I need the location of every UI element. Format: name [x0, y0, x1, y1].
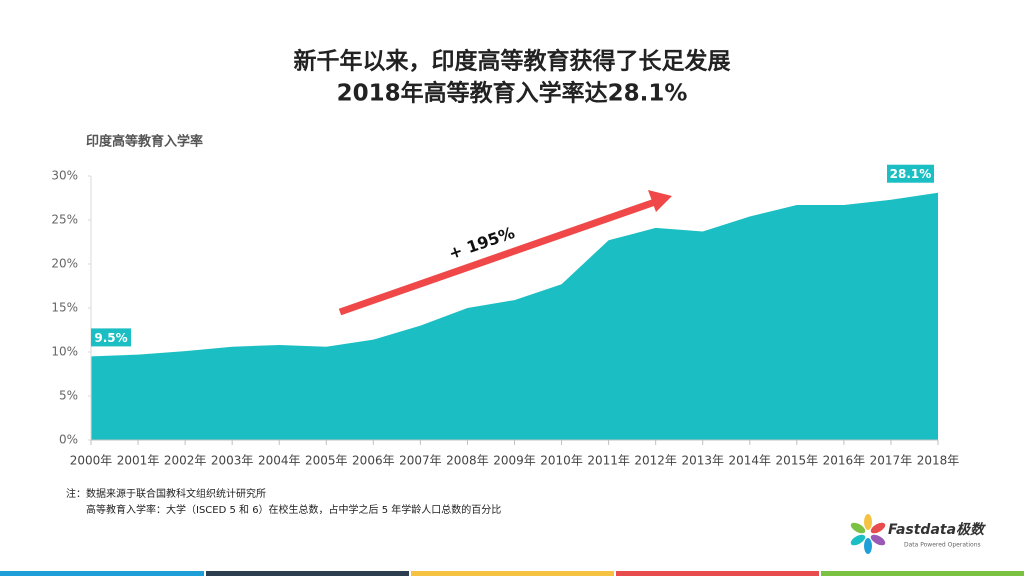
area — [91, 192, 938, 440]
y-axis-label: 印度高等教育入学率 — [86, 134, 203, 150]
x-tick-label: 2008年 — [446, 454, 489, 468]
value-label-bg — [91, 328, 131, 347]
x-tick-label: 2017年 — [870, 454, 913, 468]
x-tick-label: 2016年 — [823, 454, 866, 468]
note: 注：数据来源于联合国教科文组织统计研究所 — [66, 487, 266, 500]
footer-stripe — [206, 571, 409, 576]
y-tick-label: 20% — [51, 257, 78, 271]
y-tick-label: 0% — [59, 433, 78, 447]
arrow-head — [648, 190, 672, 212]
x-tick-label: 2006年 — [352, 454, 395, 468]
value-label: 28.1% — [890, 167, 932, 181]
x-tick-label: 2000年 — [70, 454, 113, 468]
chart-subtitle: 2018年高等教育入学率达28.1% — [337, 80, 688, 107]
x-tick-label: 2014年 — [729, 454, 772, 468]
x-tick-label: 2007年 — [399, 454, 442, 468]
x-tick-label: 2002年 — [164, 454, 207, 468]
x-tick-label: 2010年 — [540, 454, 583, 468]
trend-arrow — [338, 190, 672, 316]
chart-title: 新千年以来，印度高等教育获得了长足发展 — [294, 48, 731, 75]
x-tick-label: 2004年 — [258, 454, 301, 468]
y-tick-label: 15% — [51, 301, 78, 315]
footer-stripe — [821, 571, 1024, 576]
y-tick-label: 25% — [51, 213, 78, 227]
x-tick-label: 2001年 — [117, 454, 160, 468]
y-tick-label: 5% — [59, 389, 78, 403]
x-tick-label: 2009年 — [493, 454, 536, 468]
logo-icon — [850, 514, 886, 554]
value-label-bg — [887, 164, 934, 183]
plot: 0% 5% 10% 15% 20% 25% 30% 2000年 2001年 2002年 2003年 2… — [51, 164, 960, 468]
logo-tagline: Data Powered Operations — [904, 542, 981, 549]
x-tick-label: 2012年 — [634, 454, 677, 468]
x-tick-label: 2005年 — [305, 454, 348, 468]
y-tick-label: 30% — [51, 169, 78, 183]
note: 高等教育入学率：大学（ISCED 5 和 6）在校生总数，占中学之后 5 年学龄… — [86, 503, 501, 516]
footer-stripe — [411, 571, 614, 576]
x-tick-label: 2011年 — [587, 454, 630, 468]
footer-stripe — [0, 571, 204, 576]
value-label: 9.5% — [94, 331, 127, 345]
footer-stripe — [616, 571, 819, 576]
x-tick-label: 2015年 — [776, 454, 819, 468]
x-tick-label: 2018年 — [917, 454, 960, 468]
arrow-shaft — [338, 198, 657, 316]
x-tick-label: 2003年 — [211, 454, 254, 468]
y-tick-label: 10% — [51, 345, 78, 359]
x-tick-label: 2013年 — [681, 454, 724, 468]
logo-name: Fastdata极数 — [888, 521, 986, 538]
